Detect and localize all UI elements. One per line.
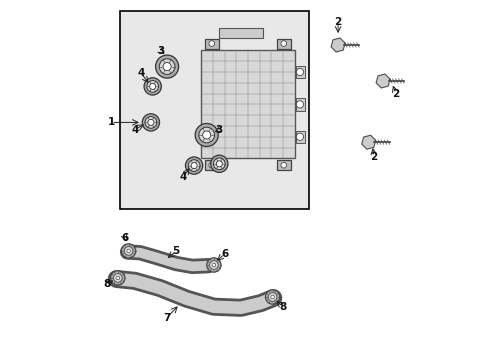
Text: 5: 5 (172, 246, 180, 256)
Circle shape (209, 261, 218, 269)
Circle shape (149, 84, 155, 89)
Circle shape (212, 263, 215, 267)
Circle shape (210, 155, 227, 172)
Text: 3: 3 (215, 125, 223, 135)
Text: 6: 6 (121, 233, 128, 243)
Circle shape (265, 290, 279, 304)
Circle shape (146, 81, 158, 92)
Circle shape (202, 131, 210, 139)
Bar (219, 28, 262, 38)
Circle shape (206, 258, 221, 272)
Bar (204, 160, 218, 170)
Bar (295, 131, 304, 143)
Bar (201, 50, 294, 158)
Circle shape (126, 249, 130, 253)
Circle shape (213, 158, 224, 170)
Text: 2: 2 (370, 152, 377, 162)
Text: 7: 7 (163, 312, 170, 323)
Circle shape (199, 127, 214, 143)
Circle shape (208, 162, 214, 168)
Circle shape (296, 68, 303, 76)
Bar (120, 11, 309, 209)
Circle shape (159, 59, 175, 75)
Circle shape (144, 78, 161, 95)
Bar (295, 98, 304, 111)
Circle shape (270, 295, 274, 299)
Circle shape (124, 247, 133, 255)
Text: 6: 6 (221, 249, 228, 259)
Circle shape (147, 120, 154, 125)
Circle shape (280, 162, 286, 168)
Text: 2: 2 (391, 89, 399, 99)
Bar (276, 160, 290, 170)
Circle shape (296, 133, 303, 140)
Polygon shape (375, 74, 389, 88)
Text: 2: 2 (334, 17, 341, 27)
Circle shape (188, 160, 200, 171)
Polygon shape (361, 135, 375, 149)
Bar (276, 39, 290, 49)
Text: 4: 4 (137, 68, 144, 78)
Circle shape (142, 114, 159, 131)
Circle shape (163, 63, 171, 71)
Circle shape (195, 123, 218, 147)
Text: 4: 4 (179, 172, 186, 182)
Circle shape (110, 271, 125, 285)
Text: 3: 3 (157, 46, 164, 56)
Text: 4: 4 (131, 125, 138, 135)
Circle shape (268, 293, 276, 301)
Text: 8: 8 (279, 302, 286, 312)
Bar (204, 39, 218, 49)
Text: 1: 1 (107, 117, 115, 127)
Circle shape (116, 276, 120, 280)
Bar (295, 66, 304, 78)
Circle shape (113, 274, 122, 282)
Circle shape (191, 163, 197, 168)
Polygon shape (330, 38, 345, 52)
Text: 8: 8 (103, 279, 110, 289)
Circle shape (185, 157, 203, 174)
Circle shape (155, 55, 178, 78)
Circle shape (208, 41, 214, 46)
Circle shape (280, 41, 286, 46)
Circle shape (145, 117, 157, 128)
Circle shape (216, 161, 222, 167)
Circle shape (121, 244, 136, 258)
Circle shape (296, 101, 303, 108)
